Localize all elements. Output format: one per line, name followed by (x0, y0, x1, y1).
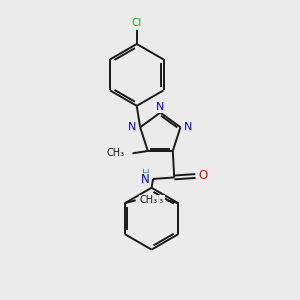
Text: CH₃: CH₃ (146, 195, 164, 205)
Text: CH₃: CH₃ (106, 148, 124, 158)
Text: N: N (128, 122, 136, 132)
Text: CH₃: CH₃ (139, 195, 157, 205)
Text: Cl: Cl (132, 18, 142, 28)
Text: N: N (141, 173, 149, 186)
Text: N: N (156, 102, 164, 112)
Text: N: N (184, 122, 193, 132)
Text: O: O (198, 169, 207, 182)
Text: H: H (142, 169, 149, 179)
